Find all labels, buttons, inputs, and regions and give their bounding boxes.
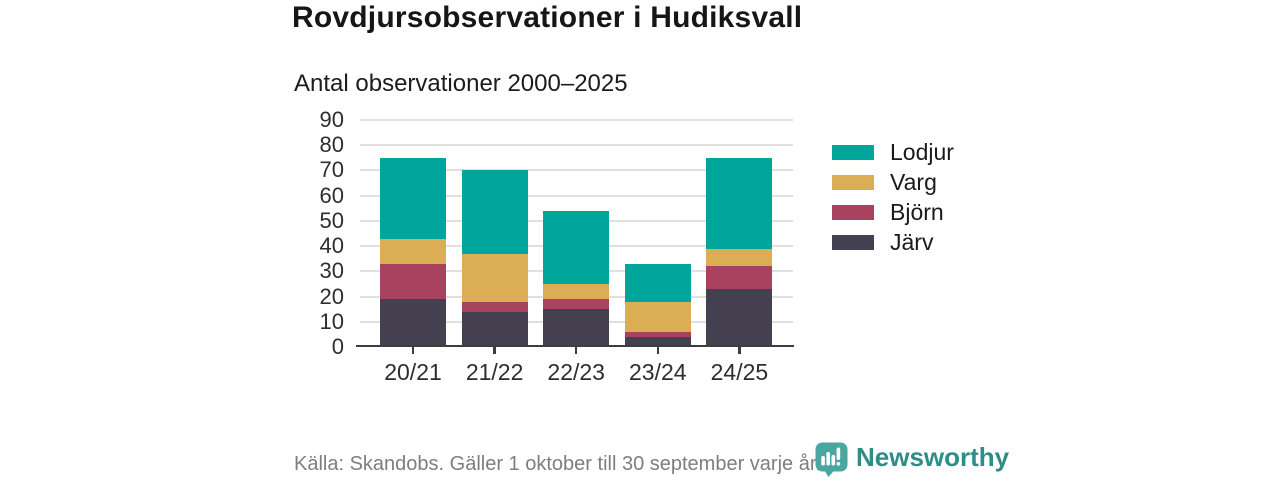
newsworthy-logo-icon xyxy=(815,442,848,477)
bar-segment-järv xyxy=(461,311,528,347)
brand-lockup: Newsworthy xyxy=(815,442,1009,477)
legend-label: Björn xyxy=(890,198,944,225)
bar-segment-varg xyxy=(624,301,691,332)
bar-segment-järv xyxy=(706,288,773,347)
legend-item-björn: Björn xyxy=(832,198,944,225)
x-axis-tick xyxy=(574,347,578,354)
chart-title: Rovdjursobservationer i Hudiksvall xyxy=(292,1,803,34)
y-axis-label: 0 xyxy=(331,334,344,359)
x-axis-tick xyxy=(656,347,660,354)
bar-segment-björn xyxy=(706,266,773,289)
bar-segment-lodjur xyxy=(624,263,691,302)
bar-segment-lodjur xyxy=(706,157,773,249)
x-axis-tick xyxy=(411,347,415,354)
gridline xyxy=(360,119,793,121)
x-axis-tick xyxy=(493,347,496,354)
bar-segment-lodjur xyxy=(380,157,446,239)
bar-segment-lodjur xyxy=(543,210,610,284)
bar-segment-björn xyxy=(461,301,528,312)
y-axis-label: 20 xyxy=(319,283,344,309)
bar-20/21 xyxy=(380,157,446,347)
x-axis-label: 24/25 xyxy=(710,359,769,385)
gridline xyxy=(360,194,793,197)
y-axis-label: 50 xyxy=(319,207,344,233)
legend-swatch xyxy=(832,234,874,250)
x-axis-label: 20/21 xyxy=(384,359,442,385)
bar-21/22 xyxy=(461,170,528,347)
bar-segment-varg xyxy=(706,248,773,267)
bar-segment-varg xyxy=(461,253,528,302)
legend-label: Varg xyxy=(890,168,937,195)
x-axis-label: 23/24 xyxy=(629,359,687,385)
legend-label: Järv xyxy=(890,228,934,255)
x-axis-label: 22/23 xyxy=(547,359,605,385)
legend-item-lodjur: Lodjur xyxy=(832,138,954,165)
gridline xyxy=(360,169,793,172)
y-axis-label: 10 xyxy=(319,308,344,334)
x-axis-line xyxy=(356,344,794,347)
bar-23/24 xyxy=(624,263,691,347)
bar-22/23 xyxy=(543,210,610,347)
bar-segment-björn xyxy=(380,263,446,300)
legend-swatch xyxy=(832,144,874,160)
gridline xyxy=(360,144,793,147)
legend-swatch xyxy=(832,174,874,190)
x-axis-tick xyxy=(738,347,741,354)
y-axis-label: 90 xyxy=(319,107,344,132)
bar-segment-varg xyxy=(543,283,610,300)
y-axis-label: 30 xyxy=(319,258,344,284)
y-axis-label: 40 xyxy=(319,233,344,259)
y-axis-label: 80 xyxy=(319,132,344,158)
chart-subtitle: Antal observationer 2000–2025 xyxy=(294,70,628,97)
bar-segment-björn xyxy=(543,299,610,310)
y-axis-label: 70 xyxy=(319,157,344,183)
legend-label: Lodjur xyxy=(890,138,954,165)
bar-segment-järv xyxy=(624,336,691,347)
bar-segment-björn xyxy=(624,331,691,337)
legend-item-varg: Varg xyxy=(832,168,937,195)
legend-swatch xyxy=(832,204,874,220)
source-note: Källa: Skandobs. Gäller 1 oktober till 3… xyxy=(294,453,821,475)
y-axis-label: 60 xyxy=(319,182,344,208)
bar-24/25 xyxy=(706,157,773,347)
bar-segment-varg xyxy=(380,238,446,264)
bar-segment-lodjur xyxy=(461,170,528,254)
bar-segment-järv xyxy=(543,309,610,347)
legend-item-järv: Järv xyxy=(832,228,934,255)
bar-segment-järv xyxy=(380,299,446,347)
brand-name: Newsworthy xyxy=(856,442,1010,472)
x-axis-label: 21/22 xyxy=(465,359,524,385)
